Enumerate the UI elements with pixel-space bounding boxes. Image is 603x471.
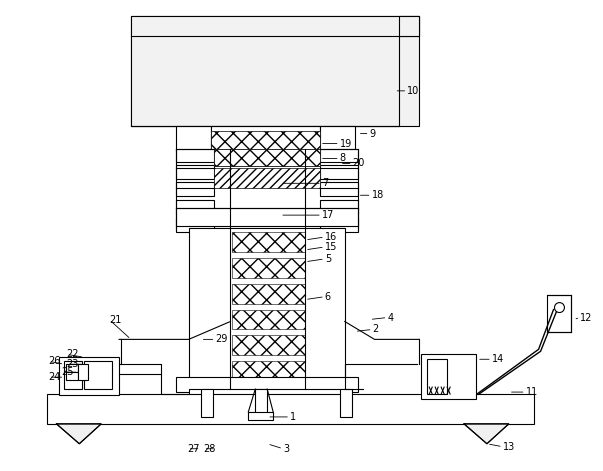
Bar [175, 377, 358, 392]
Bar [66, 364, 78, 372]
Bar [320, 200, 358, 214]
Bar [248, 412, 273, 420]
Bar [339, 389, 352, 417]
Bar [546, 295, 572, 333]
Text: 16: 16 [325, 232, 337, 242]
Text: 18: 18 [371, 190, 384, 200]
Bar [213, 148, 320, 166]
Circle shape [555, 302, 564, 313]
Text: 6: 6 [325, 292, 331, 301]
Bar [66, 372, 78, 380]
Bar [201, 389, 212, 417]
Bar [421, 354, 476, 399]
Bar [175, 218, 213, 232]
Bar [232, 335, 305, 355]
Text: 29: 29 [215, 334, 228, 344]
Bar [175, 165, 213, 179]
Bar [213, 169, 320, 188]
Text: 24: 24 [48, 372, 61, 382]
Bar [320, 165, 358, 179]
Text: 14: 14 [492, 354, 504, 364]
Text: 10: 10 [408, 86, 420, 96]
Bar [232, 232, 305, 252]
Bar [189, 228, 345, 385]
Text: 21: 21 [109, 315, 122, 325]
Bar [175, 148, 213, 162]
Bar [428, 359, 447, 394]
Text: 13: 13 [503, 442, 515, 452]
Text: 17: 17 [322, 210, 334, 220]
Bar [320, 182, 358, 196]
Text: 15: 15 [325, 242, 337, 252]
Bar [232, 284, 305, 304]
Bar [255, 389, 267, 414]
Text: 5: 5 [325, 254, 331, 264]
Text: 27: 27 [188, 444, 200, 454]
Polygon shape [131, 16, 419, 126]
Text: 4: 4 [388, 313, 394, 323]
Bar [46, 394, 534, 424]
Text: 22: 22 [66, 349, 79, 359]
Bar [232, 258, 305, 278]
Polygon shape [464, 424, 509, 444]
Text: 23: 23 [66, 359, 79, 369]
Text: 25: 25 [62, 367, 74, 377]
Text: 8: 8 [339, 154, 346, 163]
Text: 1: 1 [290, 412, 296, 422]
Bar [78, 364, 88, 380]
Text: 3: 3 [283, 444, 289, 454]
Bar [60, 357, 119, 395]
Text: 28: 28 [204, 444, 216, 454]
Bar [232, 361, 305, 381]
Text: 7: 7 [322, 179, 328, 188]
Bar [213, 148, 320, 166]
Bar [175, 208, 358, 226]
Polygon shape [399, 16, 419, 36]
Text: 11: 11 [526, 387, 538, 397]
Bar [175, 126, 210, 151]
Polygon shape [57, 424, 101, 444]
Bar [320, 148, 358, 162]
Text: 19: 19 [339, 138, 352, 148]
Bar [232, 309, 305, 329]
Text: 2: 2 [373, 325, 379, 334]
Bar [175, 200, 213, 214]
Text: 20: 20 [353, 158, 365, 169]
Text: 9: 9 [370, 129, 376, 138]
Bar [175, 182, 213, 196]
Bar [65, 361, 82, 389]
Bar [320, 126, 355, 151]
Bar [131, 16, 419, 126]
Text: 26: 26 [48, 356, 61, 366]
Text: 12: 12 [580, 313, 593, 323]
Bar [189, 389, 345, 401]
Bar [84, 361, 112, 389]
Bar [210, 126, 320, 151]
Bar [210, 130, 320, 148]
Bar [320, 218, 358, 232]
